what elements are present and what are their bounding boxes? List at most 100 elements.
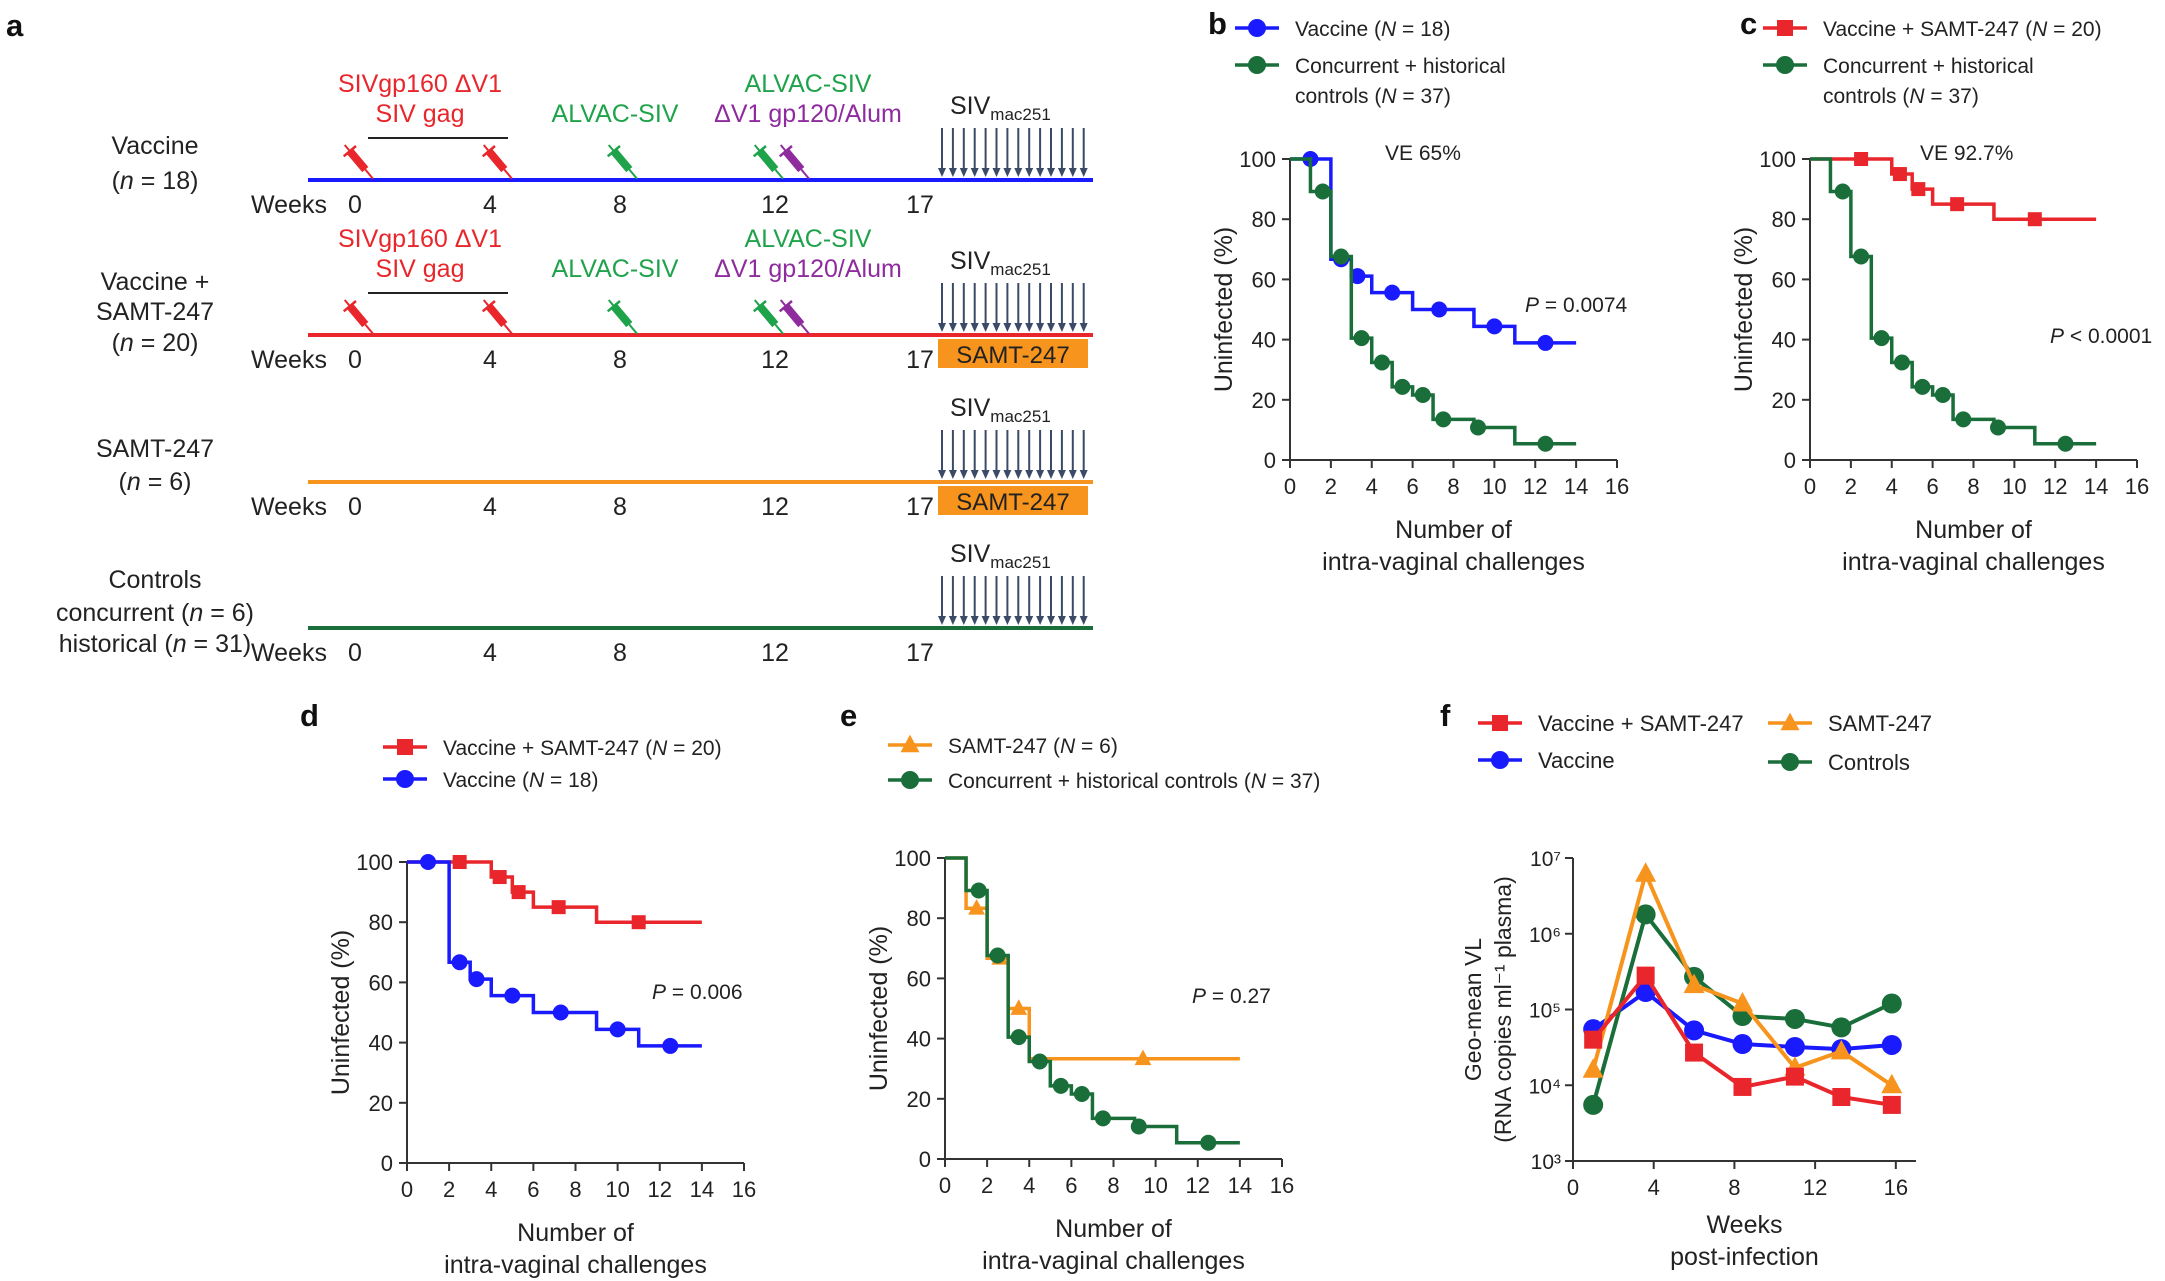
syringe-plunger (482, 299, 490, 307)
legend-paren: ( (1902, 85, 1909, 108)
data-point (609, 1021, 626, 1038)
syringe-icon (481, 299, 513, 335)
data-point (420, 854, 437, 870)
legend-1-marker (1780, 712, 1800, 731)
legend-2-marker (1491, 751, 1509, 769)
x-tick-label: 12 (1523, 474, 1547, 499)
legend-n: N (2032, 18, 2048, 41)
week-tick-label: 8 (613, 346, 627, 374)
p-value: P = 0.006 (652, 981, 743, 1004)
prime-label-2: SIV gag (376, 255, 465, 283)
legend-label: Vaccine (N = 18) (1295, 18, 1450, 41)
legend-paren: ( (1374, 85, 1381, 108)
y-tick-label: 10⁵ (1529, 1000, 1561, 1023)
boost-label-1: ALVAC-SIV (745, 225, 872, 253)
legend-text: = 18) (544, 769, 598, 792)
challenge-arrowhead (938, 470, 946, 479)
syringe-barrel (610, 148, 633, 173)
group-name-text: ( (112, 329, 121, 357)
x-tick-label: 6 (527, 1177, 539, 1202)
legend-label: controls (N = 37) (1295, 85, 1451, 108)
syringe-icon (778, 299, 810, 335)
challenge-arrowhead (970, 168, 979, 177)
data-point (2057, 435, 2074, 452)
challenge-arrowhead (1068, 168, 1077, 177)
y-tick-label: 40 (1772, 328, 1796, 353)
syringe-icon (342, 299, 374, 335)
legend-text: = 37) (1925, 85, 1979, 108)
x-tick-label: 10 (1482, 474, 1506, 499)
legend-n: N (1381, 18, 1397, 41)
challenge-arrowhead (938, 323, 946, 332)
x-tick-label: 0 (939, 1173, 951, 1198)
group-name-text: ( (119, 468, 128, 496)
syringe-plunger (343, 144, 351, 152)
data-point (1094, 1110, 1111, 1127)
legend-marker (1248, 56, 1266, 74)
challenge-arrowhead (1079, 168, 1088, 177)
ve-annotation: VE 92.7% (1920, 142, 2013, 165)
legend-3-marker (1781, 753, 1799, 771)
x-tick-label: 16 (1270, 1173, 1294, 1198)
legend-paren: ( (1053, 735, 1060, 758)
data-point (1882, 1095, 1901, 1114)
y-tick-label: 80 (1772, 207, 1796, 232)
syringe-icon (752, 299, 784, 335)
week-tick-label: 17 (906, 639, 934, 667)
group-n: n (173, 630, 187, 658)
challenge-arrowhead (1036, 168, 1045, 177)
data-point (1537, 435, 1554, 452)
challenge-subscript: mac251 (990, 553, 1050, 572)
y-tick-label: 0 (381, 1151, 393, 1176)
legend-text: Vaccine + SAMT-247 (443, 737, 645, 760)
legend-marker (901, 771, 919, 789)
x-tick-label: 2 (1845, 474, 1857, 499)
x-axis-title: intra-vaginal challenges (444, 1251, 707, 1279)
syringe-needle (774, 323, 784, 335)
syringe-needle (628, 168, 638, 180)
syringe-plunger (753, 144, 761, 152)
x-tick-label: 10 (2002, 474, 2026, 499)
challenge-main: SIV (950, 247, 991, 275)
syringe-barrel (610, 303, 633, 328)
legend-n: N (1909, 85, 1925, 108)
challenge-arrowhead (948, 470, 957, 479)
y-tick-label: 0 (1264, 448, 1276, 473)
syringe-icon (606, 144, 638, 180)
challenge-arrowhead (992, 616, 1001, 625)
challenge-arrowhead (992, 168, 1001, 177)
x-tick-label: 10 (1143, 1173, 1167, 1198)
challenge-arrowhead (1047, 168, 1055, 177)
challenge-arrowhead (1025, 168, 1034, 177)
data-point (1881, 1034, 1902, 1055)
legend-text: Concurrent + historical (1823, 55, 2034, 78)
legend-label: Vaccine + SAMT-247 (N = 20) (443, 737, 722, 760)
prime-label-2: SIV gag (376, 100, 465, 128)
samt-box (938, 486, 1088, 515)
data-point (1333, 248, 1350, 265)
panel-d-chart: 0 20 40 60 80 100 0 2 4 6 8 10 12 14 16 Number of intra-… (327, 737, 756, 1279)
week-tick-label: 12 (761, 191, 789, 219)
data-point (1052, 1077, 1069, 1094)
data-point (1683, 973, 1705, 994)
data-point (451, 954, 468, 971)
challenge-arrowhead (948, 168, 957, 177)
data-point (1731, 992, 1753, 1012)
legend-text: controls (1295, 85, 1374, 108)
challenge-arrowhead (959, 323, 968, 332)
weeks-label: Weeks (251, 191, 327, 219)
x-tick-label: 14 (690, 1177, 714, 1202)
challenge-arrowhead (1057, 616, 1066, 625)
p-symbol: P (2050, 325, 2064, 348)
week-tick-label: 17 (906, 346, 934, 374)
data-point (492, 870, 507, 885)
data-point (468, 971, 485, 988)
challenge-arrowhead (959, 168, 968, 177)
x-tick-label: 0 (1567, 1175, 1579, 1200)
alvac-label: ALVAC-SIV (552, 100, 679, 128)
syringe-needle (364, 323, 374, 335)
legend-n: N (652, 737, 668, 760)
y-tick-label: 60 (1252, 267, 1276, 292)
group-name: Vaccine + (101, 268, 210, 296)
